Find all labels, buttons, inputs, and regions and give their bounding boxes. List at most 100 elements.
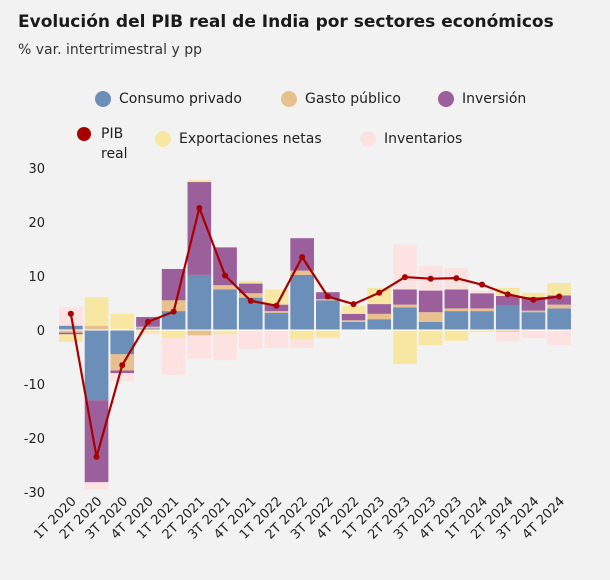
bar-segment[interactable]	[393, 304, 417, 308]
bar-segment[interactable]	[521, 310, 546, 313]
bar-segment[interactable]	[393, 307, 417, 330]
gdp-point[interactable]	[247, 297, 254, 304]
bar-segment[interactable]	[136, 326, 160, 329]
bar-segment[interactable]	[59, 332, 83, 335]
gdp-point[interactable]	[196, 204, 203, 211]
bar-segment[interactable]	[84, 297, 109, 326]
gdp-point[interactable]	[504, 291, 511, 298]
gdp-point[interactable]	[324, 293, 331, 300]
gdp-point[interactable]	[93, 453, 100, 460]
bar-segment[interactable]	[213, 289, 237, 331]
bar-segment[interactable]	[367, 319, 392, 330]
bar-segment[interactable]	[521, 330, 546, 339]
gdp-point[interactable]	[427, 275, 434, 282]
bar-segment[interactable]	[316, 330, 340, 338]
bar-segment[interactable]	[187, 335, 212, 359]
bar-segment[interactable]	[264, 311, 289, 313]
bar-segment[interactable]	[213, 334, 237, 361]
bar-segment[interactable]	[341, 313, 366, 321]
gdp-point[interactable]	[530, 296, 537, 303]
legend-item-consumo-privado[interactable]: Consumo privado	[95, 90, 242, 108]
bar-segment[interactable]	[213, 330, 237, 335]
bar-segment[interactable]	[547, 330, 571, 346]
bar-segment[interactable]	[264, 330, 289, 348]
bar-segment[interactable]	[290, 274, 314, 330]
bar-segment[interactable]	[238, 283, 263, 294]
bar-segment[interactable]	[187, 182, 212, 275]
bar-segment[interactable]	[161, 311, 186, 330]
bar-segment[interactable]	[290, 339, 314, 348]
bar-segment[interactable]	[393, 330, 417, 365]
legend-item-inversion[interactable]: Inversión	[438, 90, 526, 108]
bar-segment[interactable]	[367, 313, 392, 320]
legend-item-pib-real[interactable]: PIB real	[77, 124, 135, 164]
gdp-point[interactable]	[222, 272, 229, 279]
bar-segment[interactable]	[470, 290, 494, 294]
bar-segment[interactable]	[547, 295, 571, 305]
bar-segment[interactable]	[470, 330, 494, 333]
gdp-point[interactable]	[401, 274, 408, 281]
bar-segment[interactable]	[161, 300, 186, 312]
bar-segment[interactable]	[161, 268, 186, 301]
bar-segment[interactable]	[110, 373, 135, 382]
gdp-point[interactable]	[376, 289, 383, 296]
gdp-point[interactable]	[479, 281, 486, 288]
legend-item-inventarios[interactable]: Inventarios	[360, 130, 462, 148]
legend-item-exportaciones-netas[interactable]: Exportaciones netas	[155, 130, 322, 148]
bar-segment[interactable]	[161, 338, 186, 375]
bar-segment[interactable]	[495, 305, 520, 330]
bar-segment[interactable]	[290, 270, 314, 275]
bar-segment[interactable]	[341, 321, 366, 330]
bar-segment[interactable]	[495, 331, 520, 342]
bar-segment[interactable]	[110, 370, 135, 374]
gdp-point[interactable]	[170, 308, 177, 315]
bar-segment[interactable]	[418, 321, 443, 330]
bar-segment[interactable]	[444, 308, 469, 312]
bar-segment[interactable]	[59, 325, 83, 330]
bar-segment[interactable]	[547, 304, 571, 309]
bar-segment[interactable]	[418, 330, 443, 346]
bar-segment[interactable]	[136, 330, 160, 333]
bar-segment[interactable]	[264, 312, 289, 330]
bar-segment[interactable]	[238, 280, 263, 284]
bar-segment[interactable]	[110, 330, 135, 355]
bar-segment[interactable]	[495, 295, 520, 306]
bar-segment[interactable]	[341, 305, 366, 314]
gdp-point[interactable]	[453, 275, 460, 282]
bar-segment[interactable]	[444, 289, 469, 309]
bar-segment[interactable]	[316, 299, 340, 301]
bar-segment[interactable]	[238, 293, 263, 298]
bar-segment[interactable]	[418, 312, 443, 322]
gdp-point[interactable]	[299, 254, 306, 261]
bar-segment[interactable]	[238, 297, 263, 330]
bar-segment[interactable]	[187, 274, 212, 330]
bar-segment[interactable]	[84, 325, 109, 330]
bar-segment[interactable]	[213, 285, 237, 290]
bar-segment[interactable]	[84, 482, 109, 490]
bar-segment[interactable]	[547, 283, 571, 296]
bar-segment[interactable]	[161, 330, 186, 339]
bar-segment[interactable]	[238, 330, 263, 349]
bar-segment[interactable]	[341, 320, 366, 322]
gdp-point[interactable]	[119, 362, 126, 369]
bar-segment[interactable]	[290, 330, 314, 340]
bar-segment[interactable]	[59, 330, 83, 333]
bar-segment[interactable]	[316, 337, 340, 339]
bar-segment[interactable]	[418, 290, 443, 313]
bar-segment[interactable]	[187, 179, 212, 183]
bar-segment[interactable]	[187, 330, 212, 336]
bar-segment[interactable]	[470, 311, 494, 330]
gdp-point[interactable]	[350, 301, 357, 308]
gdp-point[interactable]	[273, 302, 280, 309]
bar-segment[interactable]	[521, 292, 546, 298]
bar-segment[interactable]	[547, 308, 571, 330]
bar-segment[interactable]	[136, 328, 160, 330]
bar-segment[interactable]	[136, 332, 160, 335]
bar-segment[interactable]	[367, 304, 392, 314]
bar-segment[interactable]	[470, 293, 494, 309]
legend-item-gasto-publico[interactable]: Gasto público	[281, 90, 401, 108]
bar-segment[interactable]	[521, 312, 546, 330]
bar-segment[interactable]	[521, 297, 546, 311]
bar-segment[interactable]	[444, 330, 469, 341]
bar-segment[interactable]	[495, 330, 520, 332]
